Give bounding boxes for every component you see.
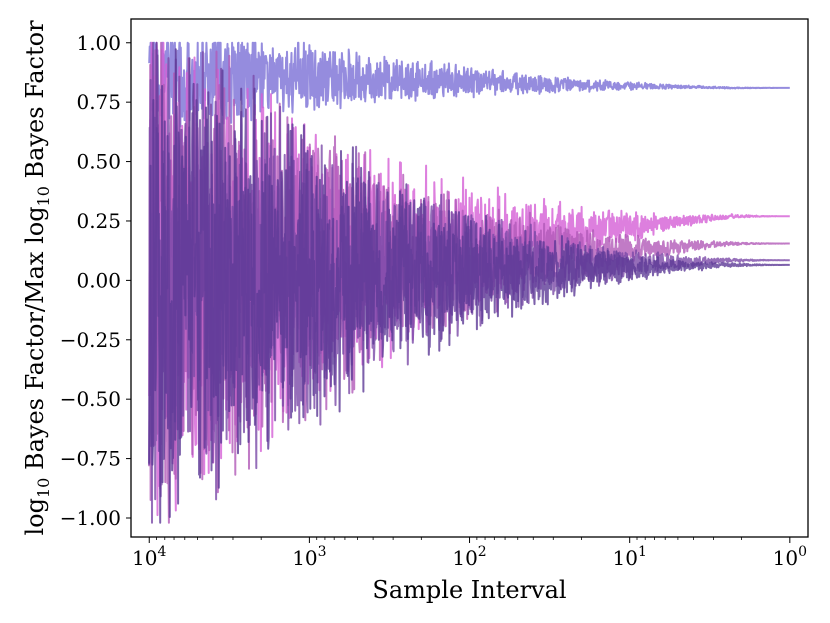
y-tick-label: −1.00 bbox=[60, 506, 121, 530]
y-label-sub-1: 10 bbox=[34, 478, 53, 498]
y-tick-label: 0.75 bbox=[76, 90, 121, 114]
series-line-series-5 bbox=[148, 41, 791, 524]
y-axis-label: log10 Bayes Factor/Max log10 Bayes Facto… bbox=[21, 20, 53, 536]
x-tick-label: 100 bbox=[773, 544, 807, 570]
x-tick-label: 103 bbox=[292, 544, 326, 570]
x-tick-label: 102 bbox=[452, 544, 486, 570]
y-label-mid: Bayes Factor/Max log bbox=[21, 206, 49, 477]
x-tick-label: 101 bbox=[612, 544, 646, 570]
y-label-sub-2: 10 bbox=[34, 186, 53, 206]
y-tick-label: −0.50 bbox=[60, 387, 121, 411]
y-tick-label: 0.50 bbox=[76, 150, 121, 174]
series-line-series-1 bbox=[148, 41, 791, 133]
y-tick-label: 1.00 bbox=[76, 31, 121, 55]
y-label-log-1: log bbox=[21, 498, 49, 536]
y-tick-label: 0.00 bbox=[76, 268, 121, 292]
y-tick-label: −0.25 bbox=[60, 328, 121, 352]
y-label-post: Bayes Factor bbox=[21, 20, 49, 186]
y-tick-label: −0.75 bbox=[60, 447, 121, 471]
y-axis: 1.00 0.75 0.50 0.25 0.00 −0.25 −0.50 −0.75 −1.00 bbox=[60, 31, 131, 530]
series-layer bbox=[148, 41, 791, 524]
y-tick-label: 0.25 bbox=[76, 209, 121, 233]
x-axis-label: Sample Interval bbox=[372, 576, 566, 604]
x-tick-label: 104 bbox=[132, 544, 166, 570]
x-axis: 104 103 102 101 100 bbox=[132, 537, 807, 570]
